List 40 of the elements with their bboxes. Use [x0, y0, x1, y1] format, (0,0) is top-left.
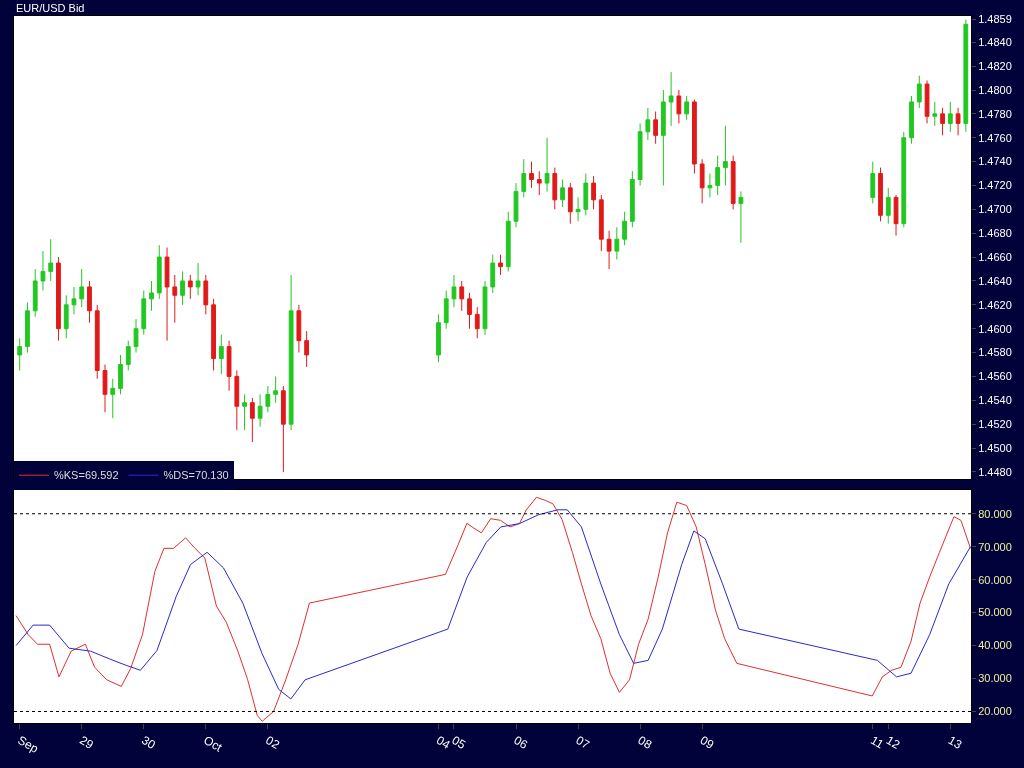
y-tick-label: 1.4780 — [978, 107, 1012, 120]
x-tick-label: Oct — [201, 733, 226, 755]
y-tick-label: 60.000 — [978, 573, 1012, 586]
y-tick-label: 1.4620 — [978, 298, 1012, 311]
y-tick-label: 1.4680 — [978, 227, 1012, 240]
y-tick-label: 1.4480 — [978, 465, 1012, 478]
y-tick-label: 1.4540 — [978, 394, 1012, 407]
y-tick-label: 70.000 — [978, 540, 1012, 553]
x-tick-label: 06 — [511, 733, 531, 753]
y-tick-label: 50.000 — [978, 606, 1012, 619]
legend-label: %KS=69.592 — [54, 469, 119, 482]
y-tick-label: 1.4560 — [978, 370, 1012, 383]
y-tick-label: 40.000 — [978, 639, 1012, 652]
x-tick-label: 09 — [697, 733, 717, 753]
y-tick-label: 1.4840 — [978, 36, 1012, 49]
y-tick-label: 1.4740 — [978, 155, 1012, 168]
y-tick-label: 1.4859 — [978, 13, 1012, 26]
y-tick-label: 1.4760 — [978, 131, 1012, 144]
x-tick-label: 02 — [263, 733, 283, 753]
x-tick-label: 29 — [77, 733, 97, 753]
y-tick-label: 1.4820 — [978, 59, 1012, 72]
y-tick-label: 1.4580 — [978, 346, 1012, 359]
y-tick-label: 1.4600 — [978, 322, 1012, 335]
x-tick-label: 07 — [573, 733, 593, 753]
legend-label: %DS=70.130 — [163, 469, 229, 482]
y-tick-label: 30.000 — [978, 672, 1012, 685]
y-tick-label: 1.4660 — [978, 250, 1012, 263]
y-tick-label: 1.4640 — [978, 274, 1012, 287]
chart-title: EUR/USD Bid — [16, 2, 85, 14]
y-tick-label: 20.000 — [978, 705, 1012, 718]
y-tick-label: 1.4520 — [978, 418, 1012, 431]
y-tick-label: 80.000 — [978, 507, 1012, 520]
y-tick-label: 1.4500 — [978, 441, 1012, 454]
x-tick-label: Sep — [15, 733, 41, 757]
x-tick-label: 13 — [945, 733, 965, 753]
x-tick-label: 30 — [139, 733, 159, 753]
y-tick-label: 1.4720 — [978, 179, 1012, 192]
y-tick-label: 1.4800 — [978, 83, 1012, 96]
x-tick-label: 08 — [635, 733, 655, 753]
y-tick-label: 1.4700 — [978, 203, 1012, 216]
